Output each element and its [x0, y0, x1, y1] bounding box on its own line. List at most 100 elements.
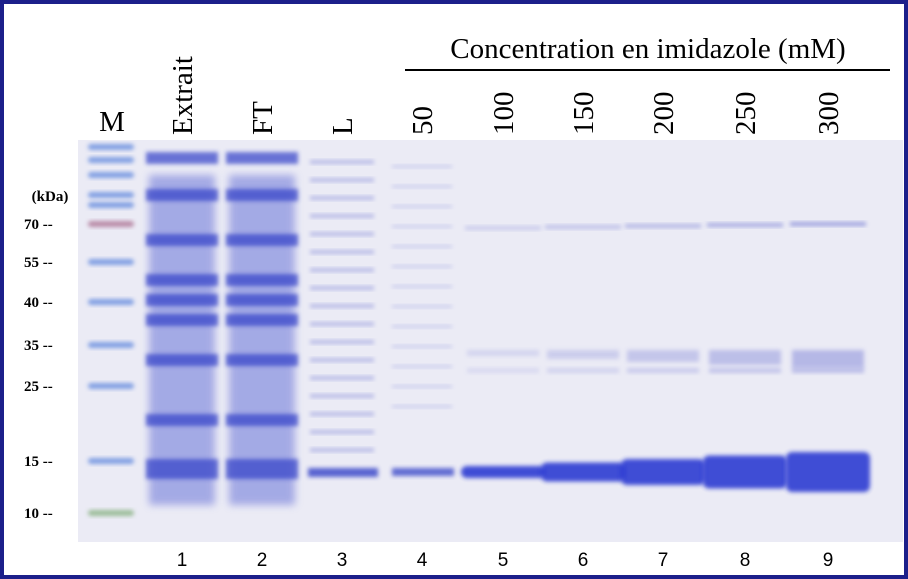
lane-label: FT [247, 101, 279, 135]
band [467, 350, 539, 356]
band [392, 345, 452, 348]
band [392, 305, 452, 308]
marker-band [88, 299, 134, 305]
smear [229, 175, 295, 505]
band [310, 430, 374, 434]
size-label: 55 -- [24, 255, 53, 271]
lane-number: 6 [578, 550, 589, 571]
band [146, 459, 218, 479]
size-label: 15 -- [24, 454, 53, 470]
band [392, 205, 452, 208]
lane-number: 8 [740, 550, 751, 571]
size-label: 10 -- [24, 506, 53, 522]
band [627, 350, 699, 362]
band [310, 340, 374, 344]
lane-label: 250 [730, 92, 762, 136]
band [146, 234, 218, 246]
band [310, 376, 374, 380]
band [146, 294, 218, 306]
band [310, 250, 374, 254]
lane-label: 50 [407, 106, 439, 135]
band [392, 405, 452, 408]
band [310, 178, 374, 182]
heading: Concentration en imidazole (mM) [450, 33, 845, 65]
band [541, 462, 625, 482]
band [146, 354, 218, 366]
band [627, 368, 699, 373]
band [621, 459, 705, 485]
marker-band [88, 172, 134, 178]
band [146, 414, 218, 426]
band [703, 455, 787, 489]
band [392, 265, 452, 268]
band [146, 314, 218, 326]
marker-band [88, 221, 134, 227]
band [310, 286, 374, 290]
band [392, 325, 452, 328]
lane-number: 2 [257, 550, 268, 571]
lane-number: 4 [417, 550, 428, 571]
band [310, 322, 374, 326]
marker-band [88, 458, 134, 464]
band [310, 412, 374, 416]
bands [88, 144, 870, 516]
lane-label: Extrait [167, 56, 199, 135]
marker-band [88, 157, 134, 163]
lane-label: 300 [813, 92, 845, 136]
band [226, 354, 298, 366]
band [310, 394, 374, 398]
band [146, 152, 218, 164]
band [792, 350, 864, 368]
lane-label: 100 [488, 92, 520, 136]
band [707, 223, 783, 227]
band [392, 185, 452, 188]
marker-band [88, 144, 134, 150]
size-label: 25 -- [24, 379, 53, 395]
band [465, 226, 541, 230]
marker-band [88, 259, 134, 265]
band [545, 225, 621, 229]
band [392, 365, 452, 368]
band [547, 350, 619, 359]
smear [149, 175, 215, 505]
unit-label: (kDa) [32, 189, 69, 205]
band [467, 368, 539, 373]
band [226, 294, 298, 306]
band [310, 448, 374, 452]
marker-band [88, 202, 134, 208]
band [792, 368, 864, 373]
marker-band [88, 383, 134, 389]
band [392, 165, 452, 168]
band [226, 274, 298, 286]
band [146, 189, 218, 201]
lane-number: 5 [498, 550, 509, 571]
band [392, 285, 452, 288]
band [392, 245, 452, 248]
lane-number: 9 [823, 550, 834, 571]
size-label: 40 -- [24, 295, 53, 311]
band [226, 459, 298, 479]
lane-number: 3 [337, 550, 348, 571]
band [308, 468, 378, 477]
lane-label: 150 [568, 92, 600, 136]
lane-number: 1 [177, 550, 188, 571]
lane-label: 200 [648, 92, 680, 136]
marker-band [88, 342, 134, 348]
marker-lane-label: M [99, 106, 125, 138]
band [310, 268, 374, 272]
band [310, 160, 374, 164]
band [146, 274, 218, 286]
band [790, 222, 866, 226]
lane-label: L [327, 117, 359, 135]
marker-band [88, 192, 134, 198]
band [461, 466, 545, 478]
band [786, 452, 870, 492]
band [547, 368, 619, 373]
band [709, 368, 781, 373]
labels: Extrait FT L 50 100 150 200 250 300 70 -- 55 -- 40 … [24, 56, 845, 571]
band [392, 468, 454, 476]
band [709, 350, 781, 365]
band [226, 152, 298, 164]
band [625, 224, 701, 228]
band [310, 214, 374, 218]
